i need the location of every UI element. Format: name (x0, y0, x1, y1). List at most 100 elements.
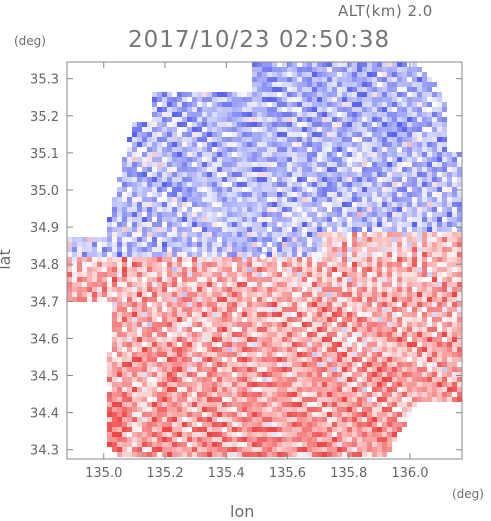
velocity-cell (367, 227, 372, 232)
velocity-cell (437, 162, 442, 167)
velocity-cell (322, 422, 327, 427)
velocity-cell (412, 237, 417, 242)
velocity-cell (227, 402, 232, 407)
velocity-cell (277, 297, 282, 302)
velocity-cell (402, 282, 407, 287)
velocity-cell (262, 387, 267, 392)
velocity-cell (282, 372, 287, 377)
velocity-cell (332, 432, 337, 437)
velocity-cell (217, 92, 222, 97)
velocity-cell (342, 72, 347, 77)
velocity-cell (242, 427, 247, 432)
velocity-cell (422, 227, 427, 232)
velocity-cell (97, 272, 102, 277)
velocity-cell (222, 272, 227, 277)
velocity-cell (337, 282, 342, 287)
velocity-cell (297, 232, 302, 237)
velocity-cell (117, 427, 122, 432)
velocity-cell (452, 397, 457, 402)
velocity-cell (252, 232, 257, 237)
velocity-cell (237, 142, 242, 147)
velocity-cell (207, 302, 212, 307)
velocity-cell (132, 272, 137, 277)
velocity-cell (242, 172, 247, 177)
velocity-cell (302, 87, 307, 92)
velocity-cell (357, 102, 362, 107)
velocity-cell (122, 352, 127, 357)
velocity-cell (202, 267, 207, 272)
velocity-cell (282, 147, 287, 152)
velocity-cell (157, 227, 162, 232)
velocity-cell (232, 407, 237, 412)
velocity-cell (417, 202, 422, 207)
velocity-cell (217, 367, 222, 372)
velocity-cell (257, 192, 262, 197)
velocity-cell (447, 287, 452, 292)
velocity-cell (207, 292, 212, 297)
velocity-cell (362, 132, 367, 137)
velocity-cell (387, 262, 392, 267)
velocity-cell (352, 267, 357, 272)
velocity-cell (287, 212, 292, 217)
velocity-cell (172, 182, 177, 187)
velocity-cell (132, 417, 137, 422)
velocity-cell (387, 312, 392, 317)
velocity-cell (252, 427, 257, 432)
velocity-cell (147, 342, 152, 347)
velocity-cell (362, 212, 367, 217)
velocity-cell (137, 352, 142, 357)
velocity-cell (397, 192, 402, 197)
velocity-cell (232, 122, 237, 127)
velocity-cell (262, 187, 267, 192)
velocity-cell (422, 162, 427, 167)
velocity-cell (247, 242, 252, 247)
velocity-cell (372, 282, 377, 287)
velocity-cell (217, 217, 222, 222)
velocity-cell (147, 397, 152, 402)
velocity-cell (137, 297, 142, 302)
velocity-cell (232, 257, 237, 262)
velocity-cell (457, 267, 462, 272)
velocity-cell (197, 252, 202, 257)
velocity-cell (217, 362, 222, 367)
velocity-cell (212, 172, 217, 177)
velocity-cell (312, 112, 317, 117)
velocity-cell (322, 217, 327, 222)
velocity-cell (267, 132, 272, 137)
velocity-cell (262, 242, 267, 247)
velocity-cell (252, 377, 257, 382)
velocity-cell (262, 212, 267, 217)
velocity-cell (67, 277, 72, 282)
velocity-cell (317, 252, 322, 257)
velocity-cell (357, 207, 362, 212)
velocity-cell (227, 102, 232, 107)
velocity-cell (72, 237, 77, 242)
velocity-cell (382, 342, 387, 347)
velocity-cell (157, 162, 162, 167)
velocity-cell (137, 247, 142, 252)
velocity-cell (277, 212, 282, 217)
velocity-cell (277, 422, 282, 427)
velocity-cell (317, 62, 322, 67)
velocity-cell (392, 322, 397, 327)
velocity-cell (247, 187, 252, 192)
velocity-cell (137, 322, 142, 327)
velocity-cell (347, 412, 352, 417)
velocity-cell (337, 97, 342, 102)
velocity-cell (327, 422, 332, 427)
velocity-cell (457, 232, 462, 237)
velocity-cell (357, 267, 362, 272)
velocity-cell (402, 362, 407, 367)
velocity-cell (67, 247, 72, 252)
velocity-cell (247, 102, 252, 107)
velocity-cell (312, 142, 317, 147)
velocity-cell (362, 197, 367, 202)
velocity-cell (447, 372, 452, 377)
velocity-cell (232, 362, 237, 367)
velocity-cell (422, 397, 427, 402)
velocity-cell (177, 137, 182, 142)
velocity-cell (387, 182, 392, 187)
velocity-cell (277, 282, 282, 287)
velocity-cell (207, 97, 212, 102)
velocity-cell (322, 297, 327, 302)
